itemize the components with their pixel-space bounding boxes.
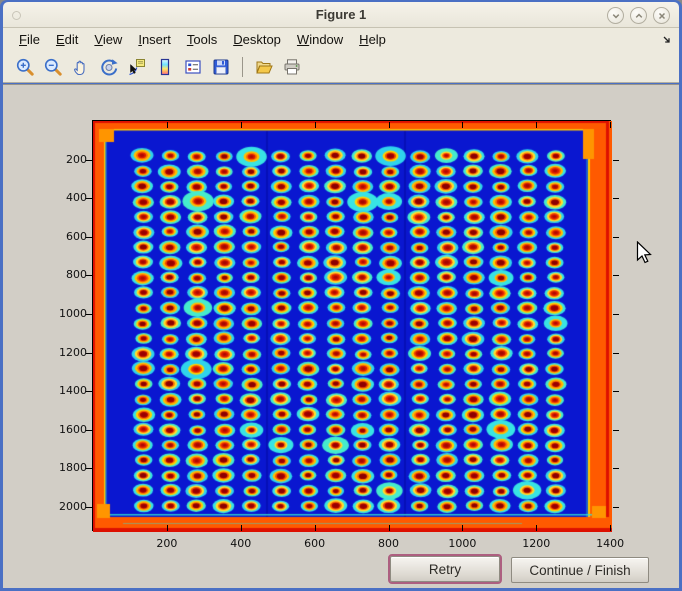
menu-view[interactable]: View (94, 32, 123, 47)
y-tick-label: 1800 (59, 461, 87, 475)
x-tick-label: 200 (156, 537, 178, 550)
chevron-down-icon (612, 13, 619, 18)
x-tick-label: 1400 (596, 537, 625, 550)
x-tick-label: 1000 (448, 537, 477, 550)
menu-overflow-icon[interactable] (662, 35, 672, 45)
toolbar-separator (242, 56, 243, 77)
close-icon (658, 12, 665, 19)
y-tickmark (613, 429, 619, 431)
y-tickmark (613, 275, 619, 277)
window-shade-button[interactable] (607, 7, 624, 24)
y-tickmark (613, 313, 619, 315)
window-title: Figure 1 (315, 7, 367, 22)
menu-insert[interactable]: Insert (138, 32, 171, 47)
window-menu-icon[interactable] (12, 11, 21, 20)
y-tick-label: 2000 (59, 499, 87, 513)
colorbar-icon[interactable] (155, 57, 175, 77)
y-tick-label: 1000 (59, 306, 87, 320)
menu-tools[interactable]: Tools (186, 32, 218, 47)
y-tickmark (613, 391, 619, 393)
rotate-3d-icon[interactable] (99, 57, 119, 77)
y-tick-label: 200 (66, 152, 87, 166)
x-tick-label: 600 (304, 537, 326, 550)
menu-window[interactable]: Window (296, 32, 344, 47)
window-close-button[interactable] (653, 7, 670, 24)
microplate-heatmap-image[interactable] (93, 121, 612, 532)
continue-finish-button[interactable]: Continue / Finish (511, 557, 649, 583)
y-tickmark (613, 352, 619, 354)
x-tick-label: 800 (378, 537, 400, 550)
y-tick-label: 800 (66, 268, 87, 282)
menu-desktop[interactable]: Desktop (233, 32, 281, 47)
pan-hand-icon[interactable] (71, 57, 91, 77)
menu-edit[interactable]: Edit (55, 32, 79, 47)
menu-help[interactable]: Help (359, 32, 386, 47)
zoom-out-icon[interactable] (43, 57, 63, 77)
y-tickmark (613, 236, 619, 238)
open-file-icon[interactable] (254, 57, 274, 77)
chevron-up-icon (635, 13, 642, 18)
x-tick-label: 400 (230, 537, 252, 550)
zoom-in-icon[interactable] (15, 57, 35, 77)
figure-toolbar (3, 51, 679, 83)
print-icon[interactable] (282, 57, 302, 77)
figure-canvas-area: 200 400 600 800 1000 1200 1400 200 400 600 800 1000… (3, 84, 679, 588)
retry-button[interactable]: Retry (388, 554, 502, 584)
x-tick-label: 1200 (522, 537, 551, 550)
y-tick-label: 1400 (59, 384, 87, 398)
y-tick-label: 400 (66, 191, 87, 205)
y-tickmark (613, 468, 619, 470)
y-tickmark (613, 506, 619, 508)
y-tick-label: 600 (66, 229, 87, 243)
y-tickmark (613, 198, 619, 200)
legend-icon[interactable] (183, 57, 203, 77)
y-tickmark (613, 159, 619, 161)
title-bar[interactable]: Figure 1 (3, 2, 679, 28)
y-tick-label: 1600 (59, 422, 87, 436)
menu-file[interactable]: File (19, 32, 40, 47)
menu-bar: File Edit View Insert Tools Desktop Wind… (3, 28, 679, 51)
plot-axes[interactable] (92, 120, 612, 532)
window-maximize-button[interactable] (630, 7, 647, 24)
data-cursor-icon[interactable] (127, 57, 147, 77)
y-tick-label: 1200 (59, 345, 87, 359)
save-icon[interactable] (211, 57, 231, 77)
